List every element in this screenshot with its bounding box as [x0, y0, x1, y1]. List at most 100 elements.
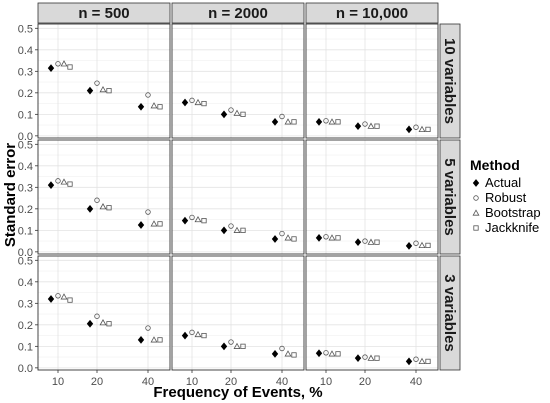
facet-panel — [37, 255, 171, 371]
data-point-actual — [271, 117, 279, 126]
panel-border — [37, 255, 171, 371]
data-point-jackknife — [201, 332, 207, 339]
data-point-robust — [279, 345, 285, 352]
data-point-bootstrap — [284, 350, 292, 357]
data-point-robust — [279, 230, 285, 237]
data-point-robust — [189, 214, 195, 221]
legend-key-bootstrap — [472, 209, 480, 216]
data-point-jackknife — [157, 221, 163, 227]
data-point-jackknife — [106, 88, 112, 94]
data-point-actual — [47, 295, 55, 303]
strips-layer: n = 500 n = 2000 n = 10,000 10 variables 5 v… — [37, 2, 461, 371]
data-point-robust — [228, 107, 234, 113]
panel-border — [37, 139, 171, 255]
x-tick-label: 10 — [320, 376, 332, 388]
legend-label: Actual — [485, 175, 521, 190]
y-tick-label: 0.5 — [18, 255, 33, 267]
data-point-actual — [47, 181, 55, 190]
facet-panel — [37, 139, 171, 255]
data-point-bootstrap — [60, 178, 68, 185]
data-point-robust — [228, 223, 234, 229]
column-strip-label: n = 2000 — [208, 5, 268, 22]
data-point-actual — [86, 204, 94, 213]
data-point-robust — [55, 61, 61, 67]
axes-layer: 0.00.10.20.30.40.50.00.10.20.30.40.50.00… — [18, 23, 422, 388]
y-tick-label: 0.5 — [18, 23, 33, 35]
y-tick-label: 0.5 — [18, 139, 33, 151]
legend-label: Jackknife — [485, 220, 539, 235]
data-point-actual — [137, 221, 145, 229]
data-point-bootstrap — [367, 238, 375, 245]
x-tick-label: 10 — [52, 376, 64, 388]
data-point-jackknife — [157, 104, 163, 110]
data-point-robust — [413, 124, 419, 130]
data-point-actual — [137, 102, 145, 111]
x-axis-title: Frequency of Events, % — [153, 384, 322, 401]
data-point-jackknife — [291, 119, 297, 125]
y-tick-label: 0.1 — [18, 341, 33, 353]
facet-panel — [171, 255, 305, 371]
y-tick-label: 0.3 — [18, 182, 33, 194]
data-point-bootstrap — [194, 215, 202, 223]
data-point-jackknife — [335, 235, 341, 241]
y-tick-label: 0.3 — [18, 66, 33, 78]
data-point-robust — [362, 238, 368, 244]
legend-entry: Actual — [472, 175, 521, 190]
facet-panel — [37, 23, 171, 139]
y-tick-label: 0.2 — [18, 320, 33, 332]
data-point-jackknife — [374, 123, 380, 129]
y-tick-label: 0.4 — [18, 161, 33, 173]
y-axis-title: Standard error — [2, 143, 19, 247]
data-point-bootstrap — [233, 226, 241, 233]
data-point-bootstrap — [418, 357, 426, 364]
data-point-jackknife — [291, 236, 297, 242]
y-tick-label: 0.4 — [18, 45, 33, 57]
row-strip — [439, 23, 461, 139]
data-point-actual — [405, 125, 413, 134]
legend-key-robust — [473, 195, 479, 201]
data-point-robust — [94, 313, 100, 319]
x-tick-label: 20 — [359, 376, 371, 388]
y-tick-label: 0.2 — [18, 88, 33, 100]
data-point-robust — [94, 197, 100, 203]
data-point-jackknife — [157, 337, 163, 343]
y-tick-label: 0.3 — [18, 298, 33, 310]
data-point-jackknife — [67, 181, 73, 187]
legend-label: Robust — [485, 190, 527, 205]
x-tick-label: 40 — [410, 376, 422, 388]
data-point-jackknife — [374, 239, 380, 245]
data-point-bootstrap — [150, 102, 158, 109]
data-point-actual — [137, 336, 145, 344]
panel-border — [305, 139, 439, 255]
legend-key-actual — [472, 179, 480, 187]
legend-title: Method — [470, 157, 520, 173]
data-point-bootstrap — [60, 60, 68, 67]
data-point-bootstrap — [367, 354, 375, 361]
panel-border — [305, 23, 439, 139]
data-point-bootstrap — [194, 98, 202, 106]
data-point-bootstrap — [328, 118, 336, 125]
panel-border — [171, 255, 305, 371]
facet-panel — [305, 139, 439, 255]
data-point-jackknife — [425, 242, 431, 248]
data-point-jackknife — [201, 100, 207, 107]
data-point-bootstrap — [284, 234, 292, 241]
data-point-bootstrap — [418, 125, 426, 132]
panel-border — [171, 23, 305, 139]
facet-panel — [171, 23, 305, 139]
data-point-actual — [315, 233, 323, 242]
data-point-bootstrap — [418, 241, 426, 248]
data-point-actual — [220, 110, 228, 119]
y-tick-label: 0.4 — [18, 277, 33, 289]
data-point-actual — [405, 241, 413, 250]
y-tick-label: 0.0 — [18, 131, 33, 143]
data-point-jackknife — [335, 119, 341, 125]
facet-panel — [171, 139, 305, 255]
data-point-actual — [354, 122, 362, 131]
legend-entry: Jackknife — [473, 220, 539, 235]
row-strip — [439, 255, 461, 371]
column-strip — [37, 2, 171, 24]
data-point-robust — [323, 350, 329, 356]
data-point-robust — [145, 325, 151, 331]
data-point-actual — [220, 342, 228, 351]
